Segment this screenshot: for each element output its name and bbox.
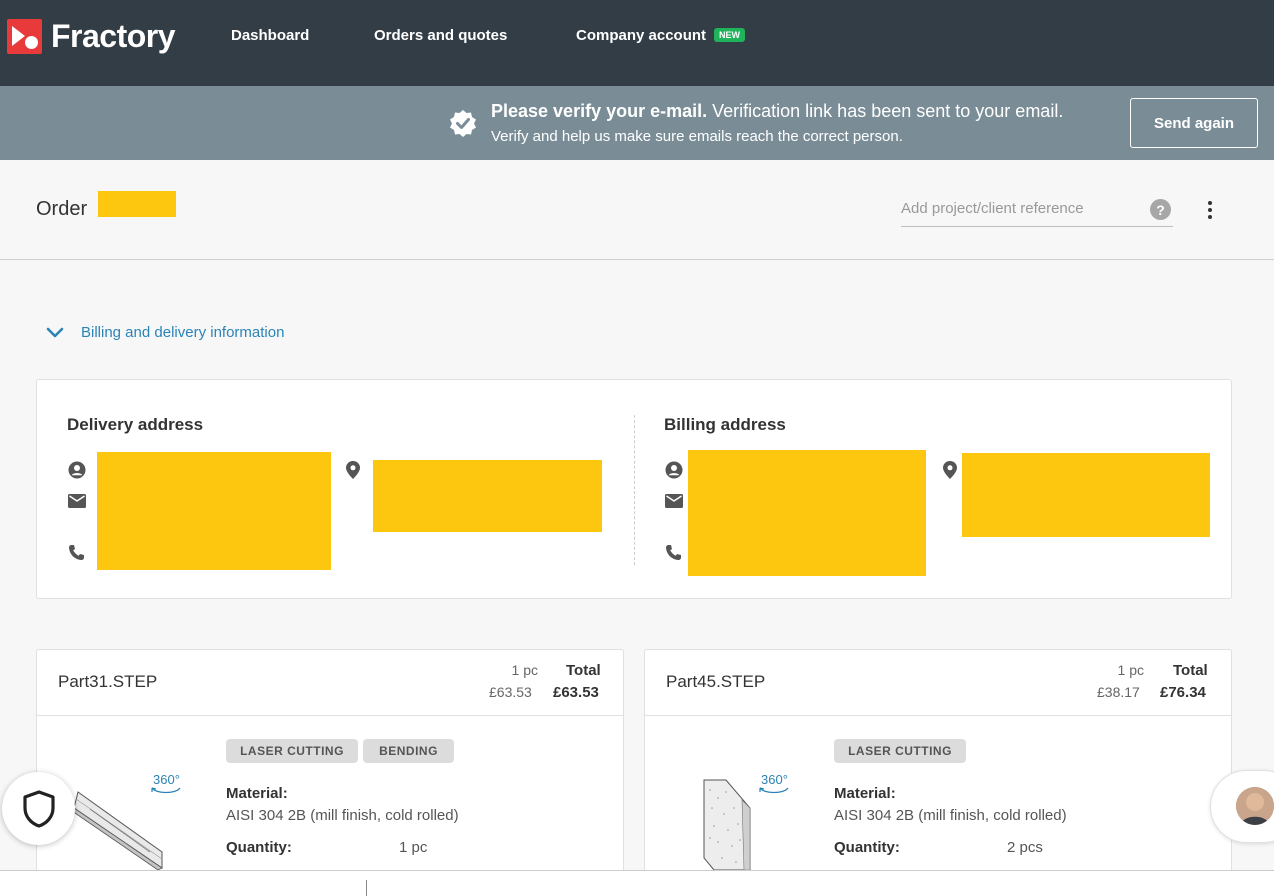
- privacy-shield-button[interactable]: [2, 772, 75, 845]
- verify-email-title-bold: Please verify your e-mail.: [491, 101, 708, 121]
- billing-delivery-toggle-label: Billing and delivery information: [81, 324, 285, 341]
- rotate-360-label[interactable]: 360°: [153, 772, 180, 787]
- quantity-value: 2 pcs: [1007, 839, 1043, 856]
- rotate-360-label[interactable]: 360°: [761, 772, 788, 787]
- address-divider: [634, 415, 635, 565]
- verify-email-title-rest: Verification link has been sent to your …: [707, 101, 1064, 121]
- delivery-location-redacted: [373, 460, 602, 532]
- part-card-header: [37, 650, 623, 716]
- order-title: Order: [36, 198, 88, 220]
- process-tag: LASER CUTTING: [226, 739, 358, 763]
- nav-orders-and-quotes[interactable]: Orders and quotes: [374, 27, 508, 44]
- part-3d-preview[interactable]: [60, 782, 170, 870]
- project-reference-input[interactable]: Add project/client reference: [901, 194, 1173, 227]
- billing-address-title: Billing address: [664, 415, 786, 434]
- phone-icon: [666, 545, 681, 560]
- shield-icon: [22, 789, 55, 828]
- part-3d-preview[interactable]: [700, 778, 756, 870]
- part-card-header: [645, 650, 1231, 716]
- material-label: Material:: [226, 785, 288, 802]
- part-total-label: Total: [566, 662, 601, 679]
- quantity-label: Quantity:: [226, 839, 292, 856]
- chevron-down-icon: [46, 327, 64, 337]
- quantity-label: Quantity:: [834, 839, 900, 856]
- quantity-value: 1 pc: [399, 839, 428, 856]
- part-qty-pc: 1 pc: [1117, 662, 1144, 678]
- part-unit-price: £63.53: [489, 684, 532, 700]
- email-icon: [68, 494, 86, 508]
- part-total-label: Total: [1173, 662, 1208, 679]
- verify-email-subtitle: Verify and help us make sure emails reac…: [491, 128, 903, 145]
- process-tag: BENDING: [363, 739, 454, 763]
- phone-icon: [69, 545, 84, 560]
- billing-location-redacted: [962, 453, 1210, 537]
- location-pin-icon: [346, 461, 360, 479]
- logo-text: Fractory: [51, 18, 176, 54]
- material-label: Material:: [834, 785, 896, 802]
- part-total-price: £63.53: [553, 684, 599, 701]
- footer-divider: [366, 880, 367, 896]
- part-name[interactable]: Part31.STEP: [58, 672, 158, 691]
- nav-company-account-label: Company account: [576, 27, 707, 44]
- help-icon[interactable]: ?: [1150, 199, 1171, 220]
- material-value: AISI 304 2B (mill finish, cold rolled): [226, 807, 459, 824]
- order-header: [0, 160, 1274, 260]
- delivery-contact-redacted: [97, 452, 331, 570]
- verify-email-banner: [0, 86, 1274, 160]
- nav-company-account[interactable]: Company account NEW: [576, 27, 746, 44]
- verified-check-icon: [450, 110, 476, 137]
- rotate-360-icon[interactable]: [758, 786, 790, 796]
- nav-dashboard[interactable]: Dashboard: [231, 27, 310, 44]
- billing-delivery-toggle[interactable]: Billing and delivery information: [46, 324, 284, 341]
- email-icon: [665, 494, 683, 508]
- verify-email-title: Please verify your e-mail. Verification …: [491, 101, 1063, 122]
- chat-agent-avatar[interactable]: [1236, 787, 1274, 825]
- person-icon: [665, 461, 683, 479]
- part-unit-price: £38.17: [1097, 684, 1140, 700]
- rotate-360-icon[interactable]: [150, 786, 182, 796]
- part-qty-pc: 1 pc: [511, 662, 538, 678]
- process-tag: LASER CUTTING: [834, 739, 966, 763]
- send-again-button[interactable]: Send again: [1130, 98, 1258, 148]
- more-options-icon[interactable]: [1203, 199, 1217, 221]
- fractory-logo[interactable]: Fractory: [7, 18, 176, 55]
- billing-contact-redacted: [688, 450, 926, 576]
- person-icon: [68, 461, 86, 479]
- order-number-redacted: [98, 191, 176, 217]
- fractory-logo-mark: [7, 19, 42, 54]
- material-value: AISI 304 2B (mill finish, cold rolled): [834, 807, 1067, 824]
- footer-bar: [0, 870, 1274, 896]
- part-total-price: £76.34: [1160, 684, 1206, 701]
- new-badge: NEW: [714, 28, 746, 42]
- location-pin-icon: [943, 461, 957, 479]
- part-name[interactable]: Part45.STEP: [666, 672, 766, 691]
- delivery-address-title: Delivery address: [67, 415, 204, 434]
- top-navbar: [0, 0, 1274, 86]
